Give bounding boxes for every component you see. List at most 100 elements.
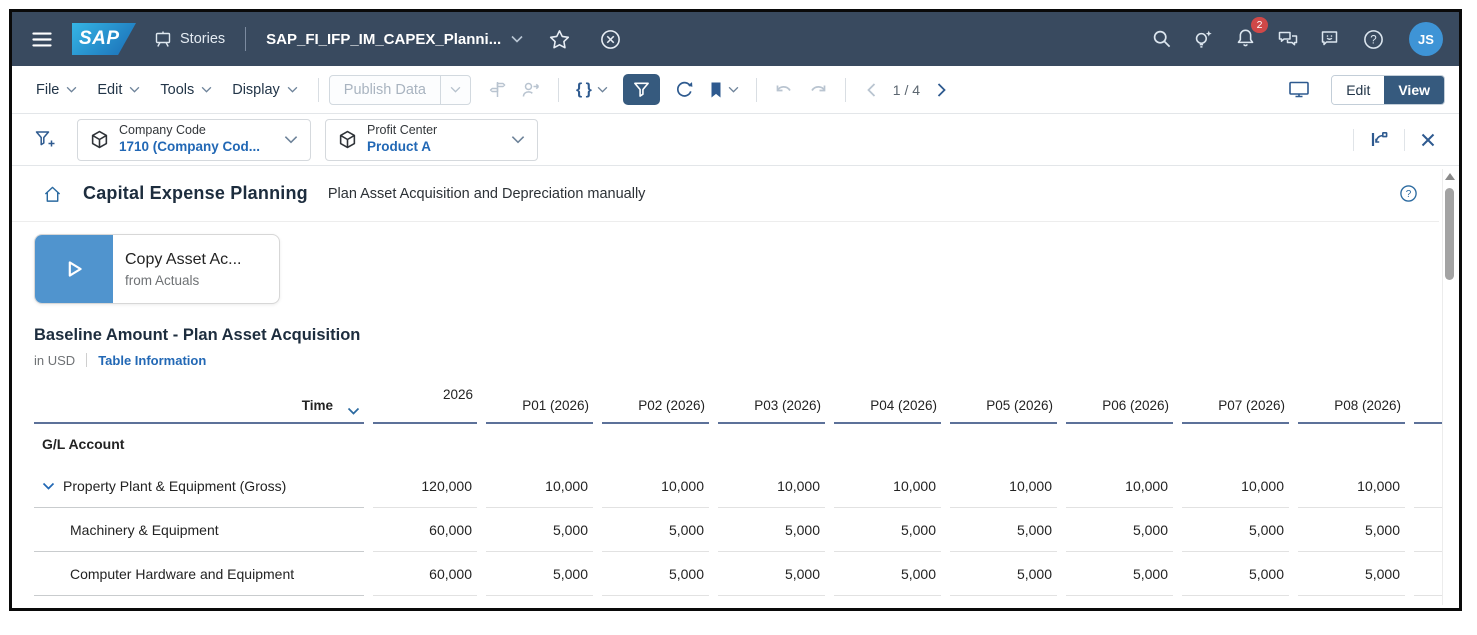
dimension-label-row: G/L Account <box>34 424 1439 464</box>
redo-icon[interactable] <box>801 76 835 104</box>
period-header-cell[interactable]: P03 (2026) <box>718 372 825 424</box>
publish-data-button[interactable]: Publish Data <box>330 76 440 104</box>
chevron-down-icon <box>597 86 608 93</box>
year-total-cell[interactable]: 60,000 <box>373 552 477 596</box>
year-total-cell[interactable]: 60,000 <box>373 508 477 552</box>
value-cell[interactable]: 5,000 <box>1066 508 1173 552</box>
filter-token-profit-center[interactable]: Profit Center Product A <box>325 118 539 161</box>
bookmark-icon[interactable] <box>701 75 746 105</box>
value-cell[interactable]: 5,000 <box>486 552 593 596</box>
page-next-icon[interactable] <box>930 77 953 103</box>
page-help-icon[interactable]: ? <box>1392 178 1425 209</box>
value-cell[interactable]: 5,000 <box>1298 508 1405 552</box>
partial-cell <box>1414 508 1444 552</box>
value-cell[interactable]: 5,000 <box>950 508 1057 552</box>
period-header-cell[interactable]: P05 (2026) <box>950 372 1057 424</box>
close-filter-bar-icon[interactable] <box>1413 126 1443 154</box>
divider <box>755 77 757 102</box>
menu-display[interactable]: Display <box>222 76 308 104</box>
copy-asset-button[interactable]: Copy Asset Ac... from Actuals <box>34 234 280 304</box>
partial-cell <box>1414 552 1444 596</box>
value-cell[interactable]: 10,000 <box>834 464 941 508</box>
value-cell[interactable]: 5,000 <box>718 552 825 596</box>
chevron-down-icon <box>511 135 525 144</box>
vertical-scrollbar[interactable] <box>1442 169 1456 605</box>
refresh-icon[interactable] <box>668 74 701 105</box>
home-icon[interactable] <box>36 179 69 209</box>
menu-edit[interactable]: Edit <box>87 76 150 104</box>
value-cell[interactable]: 5,000 <box>486 508 593 552</box>
page-indicator: 1 / 4 <box>892 81 921 98</box>
add-filter-icon[interactable] <box>28 124 63 156</box>
period-header-cell[interactable]: P04 (2026) <box>834 372 941 424</box>
hamburger-menu-icon[interactable] <box>28 28 56 51</box>
period-header-cell[interactable]: P01 (2026) <box>486 372 593 424</box>
value-cell[interactable]: 5,000 <box>602 508 709 552</box>
chevron-down-icon[interactable] <box>347 407 360 415</box>
table-information-link[interactable]: Table Information <box>98 352 207 368</box>
formulas-icon[interactable]: { } <box>569 75 615 105</box>
value-cell[interactable]: 5,000 <box>834 552 941 596</box>
period-header-cell[interactable]: P06 (2026) <box>1066 372 1173 424</box>
user-avatar[interactable]: JS <box>1409 22 1443 56</box>
linked-analysis-icon[interactable] <box>1362 124 1396 155</box>
help-icon[interactable]: ? <box>1359 25 1388 54</box>
row-header-cell[interactable]: Property Plant & Equipment (Gross) <box>34 464 364 508</box>
version-signpost-icon[interactable] <box>481 74 514 105</box>
value-cell[interactable]: 10,000 <box>950 464 1057 508</box>
page-prev-icon[interactable] <box>860 77 883 103</box>
stories-nav[interactable]: Stories <box>150 26 229 52</box>
value-cell[interactable]: 5,000 <box>602 552 709 596</box>
value-cell[interactable]: 10,000 <box>602 464 709 508</box>
value-cell[interactable]: 5,000 <box>1066 552 1173 596</box>
partial-column-header <box>1414 372 1444 424</box>
value-cell[interactable]: 5,000 <box>1298 552 1405 596</box>
row-label: Property Plant & Equipment (Gross) <box>63 477 287 494</box>
period-header-cell[interactable]: P07 (2026) <box>1182 372 1289 424</box>
bell-icon[interactable] <box>1231 24 1260 53</box>
filter-token-company-code[interactable]: Company Code 1710 (Company Cod... <box>77 118 312 161</box>
year-header-cell[interactable]: 2026 <box>373 372 477 424</box>
publish-data-dropdown[interactable] <box>440 75 470 104</box>
row-label: Machinery & Equipment <box>70 521 219 538</box>
share-icon[interactable] <box>514 74 548 105</box>
search-icon[interactable] <box>1148 25 1176 53</box>
year-total-cell[interactable]: 120,000 <box>373 464 477 508</box>
story-title-menu[interactable]: SAP_FI_IFP_IM_CAPEX_Planni... <box>262 27 527 52</box>
menu-tools-label: Tools <box>160 81 195 98</box>
display-monitor-icon[interactable] <box>1281 74 1317 105</box>
time-dimension-header[interactable]: Time <box>34 372 364 424</box>
value-cell[interactable]: 10,000 <box>1182 464 1289 508</box>
value-cell[interactable]: 5,000 <box>834 508 941 552</box>
value-cell[interactable]: 5,000 <box>1182 552 1289 596</box>
value-cell[interactable]: 10,000 <box>1298 464 1405 508</box>
feedback-icon[interactable] <box>1316 25 1346 53</box>
mode-edit-button[interactable]: Edit <box>1332 75 1385 104</box>
value-cell[interactable]: 5,000 <box>1182 508 1289 552</box>
ai-assistant-icon[interactable] <box>1189 25 1218 54</box>
divider <box>1353 128 1354 151</box>
dimension-label[interactable]: G/L Account <box>42 436 125 452</box>
value-cell[interactable]: 10,000 <box>718 464 825 508</box>
value-cell[interactable]: 10,000 <box>486 464 593 508</box>
row-header-cell[interactable]: Machinery & Equipment <box>34 508 364 552</box>
menu-file[interactable]: File <box>26 76 87 104</box>
value-cell[interactable]: 5,000 <box>950 552 1057 596</box>
menu-tools[interactable]: Tools <box>150 76 222 104</box>
favorite-star-icon[interactable] <box>545 25 574 54</box>
filter-label: Profit Center <box>367 123 438 138</box>
mode-view-button[interactable]: View <box>1384 75 1444 104</box>
value-cell[interactable]: 5,000 <box>718 508 825 552</box>
period-header-cell[interactable]: P02 (2026) <box>602 372 709 424</box>
close-story-icon[interactable] <box>596 25 625 54</box>
undo-icon[interactable] <box>767 76 801 104</box>
row-header-cell[interactable]: Computer Hardware and Equipment <box>34 552 364 596</box>
discussions-icon[interactable] <box>1273 25 1303 53</box>
scrollbar-thumb[interactable] <box>1445 188 1454 280</box>
period-header-cell[interactable]: P08 (2026) <box>1298 372 1405 424</box>
value-cell[interactable]: 10,000 <box>1066 464 1173 508</box>
filter-toggle-button[interactable] <box>622 74 660 105</box>
scroll-up-icon[interactable] <box>1444 173 1455 180</box>
row-label: Computer Hardware and Equipment <box>70 565 295 582</box>
collapse-row-icon[interactable] <box>42 482 55 490</box>
